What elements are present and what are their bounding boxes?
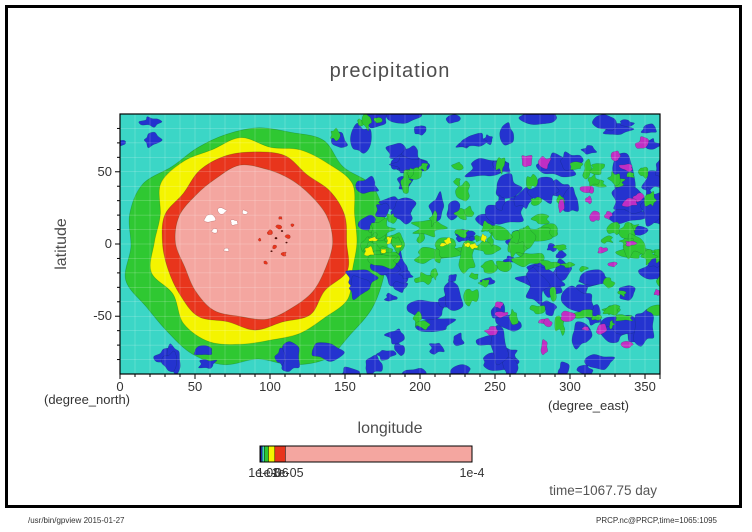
colorbar-border [259, 445, 473, 463]
y-axis-label: latitude [53, 218, 70, 270]
svg-text:250: 250 [484, 379, 506, 394]
svg-text:-50: -50 [93, 308, 112, 323]
plot-title: precipitation [329, 60, 451, 82]
y-axis-unit: (degree_north) [44, 392, 130, 407]
svg-text:50: 50 [98, 164, 112, 179]
time-annotation: time=1067.75 day [549, 483, 657, 498]
svg-text:100: 100 [259, 379, 281, 394]
svg-text:1e-08: 1e-08 [248, 466, 280, 480]
svg-text:150: 150 [334, 379, 356, 394]
footer-command: /usr/bin/gpview 2015-01-27 [28, 516, 125, 525]
svg-text:200: 200 [409, 379, 431, 394]
svg-text:300: 300 [559, 379, 581, 394]
svg-text:0: 0 [105, 236, 112, 251]
svg-text:0: 0 [116, 379, 123, 394]
x-axis-label: longitude [357, 420, 423, 437]
svg-text:50: 50 [188, 379, 202, 394]
x-axis-unit: (degree_east) [548, 398, 629, 413]
tick-labels: 0 50 100 150 200 250 300 350 -50 0 50 [93, 164, 656, 394]
axis-ticks [115, 127, 661, 379]
svg-text:1e-4: 1e-4 [459, 466, 484, 480]
graticule [120, 114, 660, 374]
svg-text:350: 350 [634, 379, 656, 394]
contour-field [120, 114, 660, 374]
svg-text:1e-06: 1e-06 [257, 466, 289, 480]
svg-text:1e-05: 1e-05 [272, 466, 304, 480]
footer-dataset: PRCP.nc@PRCP,time=1065:1095 [596, 516, 718, 525]
